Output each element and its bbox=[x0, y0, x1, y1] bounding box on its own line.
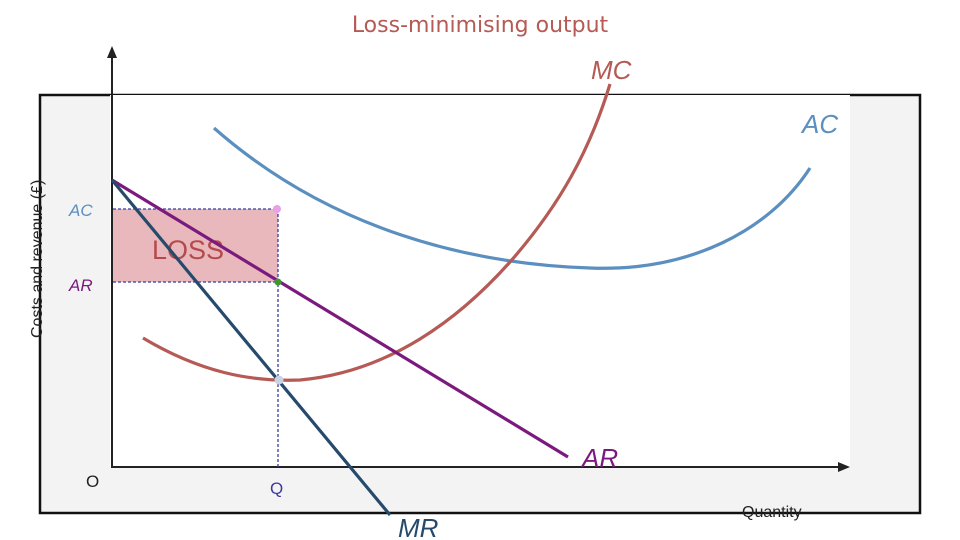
quantity-q-label: Q bbox=[270, 479, 283, 498]
ac-point bbox=[273, 205, 281, 213]
x-axis-arrow bbox=[838, 462, 850, 472]
ac-curve-label: AC bbox=[800, 109, 838, 139]
loss-area bbox=[113, 209, 278, 282]
diagram-title: Loss-minimising output bbox=[352, 13, 609, 38]
x-axis-label: Quantity bbox=[742, 504, 802, 521]
ar-level-label: AR bbox=[68, 276, 93, 295]
ac-level-label: AC bbox=[68, 201, 93, 220]
origin-label: O bbox=[86, 472, 99, 491]
ar-curve bbox=[111, 178, 569, 459]
mc-curve-label: MC bbox=[591, 55, 632, 85]
mc-curve bbox=[142, 83, 612, 382]
ar-point bbox=[274, 278, 282, 286]
ac-curve bbox=[212, 126, 812, 270]
mc-mr-intersection-point bbox=[274, 375, 284, 385]
y-axis-arrow bbox=[107, 46, 117, 58]
y-axis-label: Costs and revenue (£) bbox=[29, 180, 46, 338]
ar-curve-label: AR bbox=[580, 443, 618, 473]
mr-curve-label: MR bbox=[398, 513, 438, 540]
mr-curve bbox=[110, 178, 392, 517]
